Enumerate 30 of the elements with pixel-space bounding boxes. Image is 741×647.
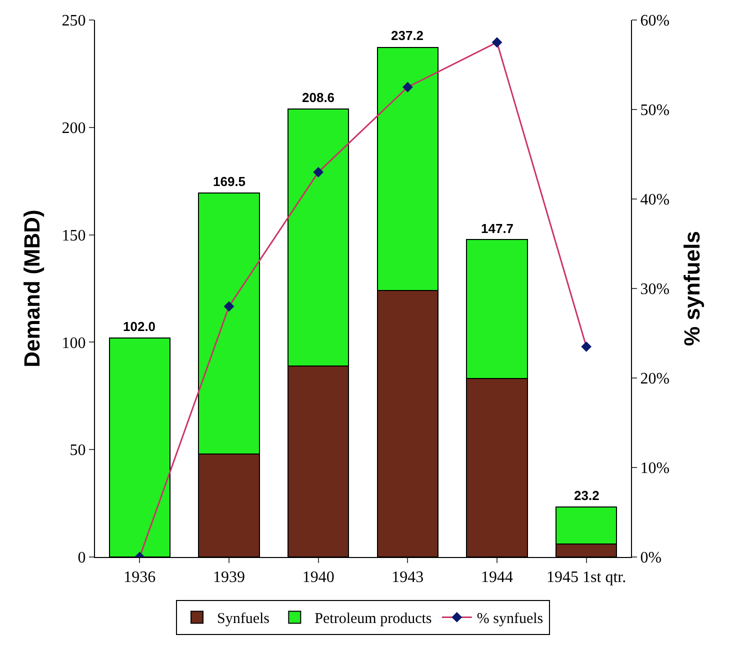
y2-tick-label: 0% — [640, 550, 662, 567]
y-tick-label: 200 — [62, 120, 86, 137]
y2-tick-label: 40% — [640, 192, 670, 209]
y2-tick-label: 20% — [640, 370, 670, 388]
x-tick-label: 1945 1st qtr. — [546, 569, 626, 586]
y2-axis-title: % synfuels — [679, 231, 704, 346]
total-label: 237.2 — [391, 28, 424, 43]
y2-tick-label: 50% — [640, 102, 670, 120]
legend-label: Petroleum products — [314, 611, 432, 628]
legend-label: % synfuels — [476, 611, 544, 628]
y2-tick-label: 60% — [640, 12, 670, 30]
y-axis-title: Demand (MBD) — [20, 210, 45, 368]
total-label: 169.5 — [213, 174, 246, 189]
x-tick-label: 1940 — [302, 569, 334, 586]
y2-tick-label: 30% — [640, 281, 670, 298]
total-label: 208.6 — [302, 90, 335, 105]
y-tick-label: 100 — [62, 334, 86, 352]
y-tick-label: 250 — [62, 12, 86, 30]
legend-label: Synfuels — [217, 611, 270, 628]
x-tick-label: 1939 — [213, 569, 245, 586]
y-tick-label: 150 — [62, 227, 86, 244]
total-label: 147.7 — [481, 221, 514, 236]
x-tick-label: 1943 — [392, 569, 424, 586]
total-label: 23.2 — [574, 488, 600, 503]
y-tick-label: 0 — [78, 550, 86, 567]
x-tick-label: 1936 — [124, 569, 156, 586]
y-tick-label: 50 — [70, 442, 86, 460]
y2-tick-label: 10% — [640, 460, 670, 478]
total-label: 102.0 — [123, 319, 156, 334]
x-tick-label: 1944 — [481, 569, 513, 586]
